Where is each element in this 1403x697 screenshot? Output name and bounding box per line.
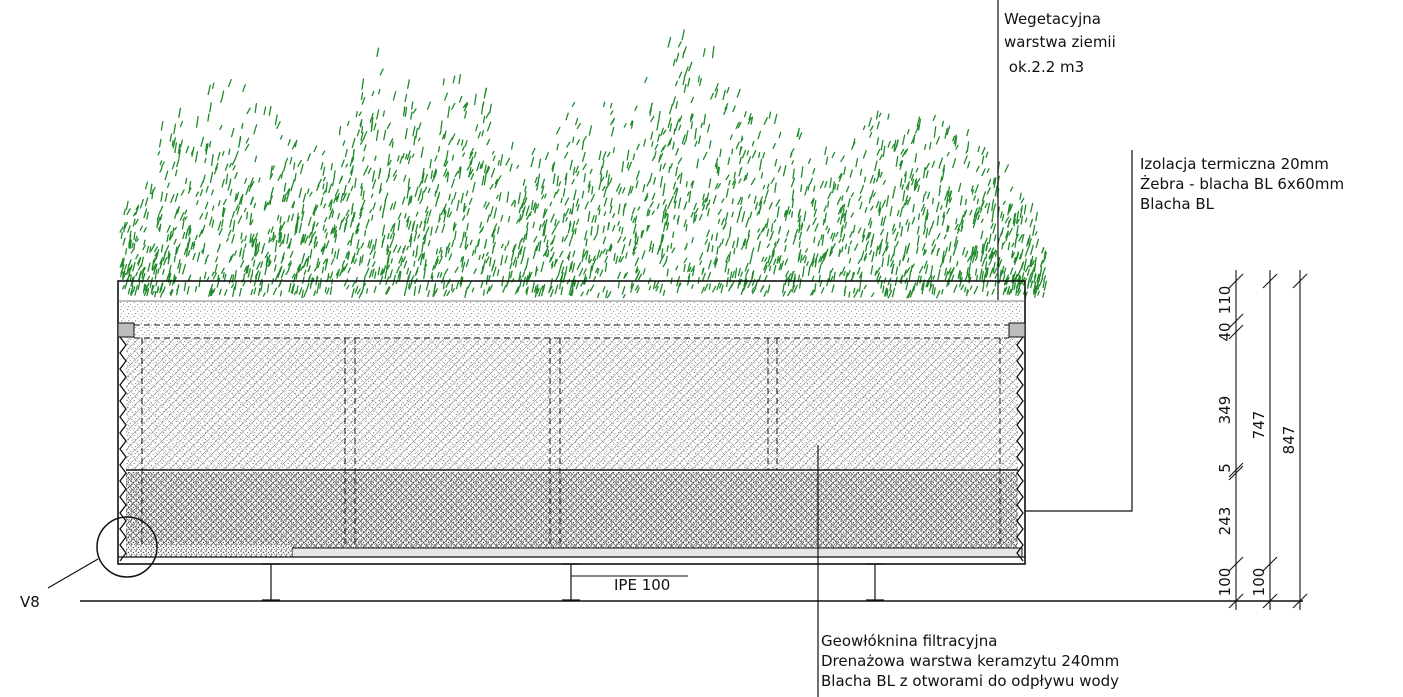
ipe-beams <box>262 563 884 601</box>
bottom-label-line: Geowłóknina filtracyjna <box>821 632 998 650</box>
bottom-layers-label: Geowłóknina filtracyjna Drenażowa warstw… <box>821 631 1119 691</box>
insulation-label-line: Izolacja termiczna 20mm <box>1140 155 1329 173</box>
dim-5: 5 <box>1216 463 1234 473</box>
vegetation-label-line: Wegetacyjna <box>1004 10 1101 28</box>
drainage-hatch <box>126 472 1018 548</box>
insulation-label: Izolacja termiczna 20mm Żebra - blacha B… <box>1140 154 1344 214</box>
bottom-label-line: Blacha BL z otworami do odpływu wody <box>821 672 1120 690</box>
bottom-label-line: Drenażowa warstwa keramzytu 240mm <box>821 652 1120 670</box>
perforated-bottom-sheet <box>291 547 1023 558</box>
ipe-label: IPE 100 <box>614 576 671 594</box>
insulation-left <box>119 336 127 562</box>
topsoil-strip <box>120 301 1023 338</box>
dimension-texts: 110 40 349 5 243 100 747 100 847 <box>1216 286 1298 597</box>
insulation-label-line: Blacha BL <box>1140 195 1215 213</box>
bottom-left-fill <box>126 545 292 557</box>
dim-110: 110 <box>1216 286 1234 315</box>
vegetation-label-line: ok.2.2 m3 <box>1004 58 1085 76</box>
hidden-lines <box>134 324 1009 545</box>
rim-right <box>1008 322 1026 338</box>
dim-349: 349 <box>1216 396 1234 425</box>
dim-747: 747 <box>1250 411 1268 440</box>
dim-100-mid: 100 <box>1250 568 1268 597</box>
vegetation-grass <box>119 29 1048 299</box>
dim-847: 847 <box>1280 426 1298 455</box>
vegetation-label: Wegetacyjna warstwa ziemii ok.2.2 m3 <box>1004 9 1116 77</box>
grass-blades <box>119 29 1048 299</box>
insulation-label-line: Żebra - blacha BL 6x60mm <box>1140 175 1345 193</box>
vegetation-label-line: warstwa ziemii <box>1004 33 1116 51</box>
detail-circle-v8 <box>96 516 158 578</box>
insulation-leader <box>1025 150 1133 512</box>
detail-label-v8: V8 <box>20 593 40 611</box>
dim-40: 40 <box>1216 322 1234 341</box>
dim-243: 243 <box>1216 507 1234 536</box>
soil-hatch <box>126 338 1018 470</box>
dim-100-inner: 100 <box>1216 568 1234 597</box>
detail-leader <box>47 558 99 589</box>
rim-left <box>117 322 135 338</box>
dimension-lines <box>1228 270 1308 610</box>
insulation-right <box>1016 336 1024 562</box>
